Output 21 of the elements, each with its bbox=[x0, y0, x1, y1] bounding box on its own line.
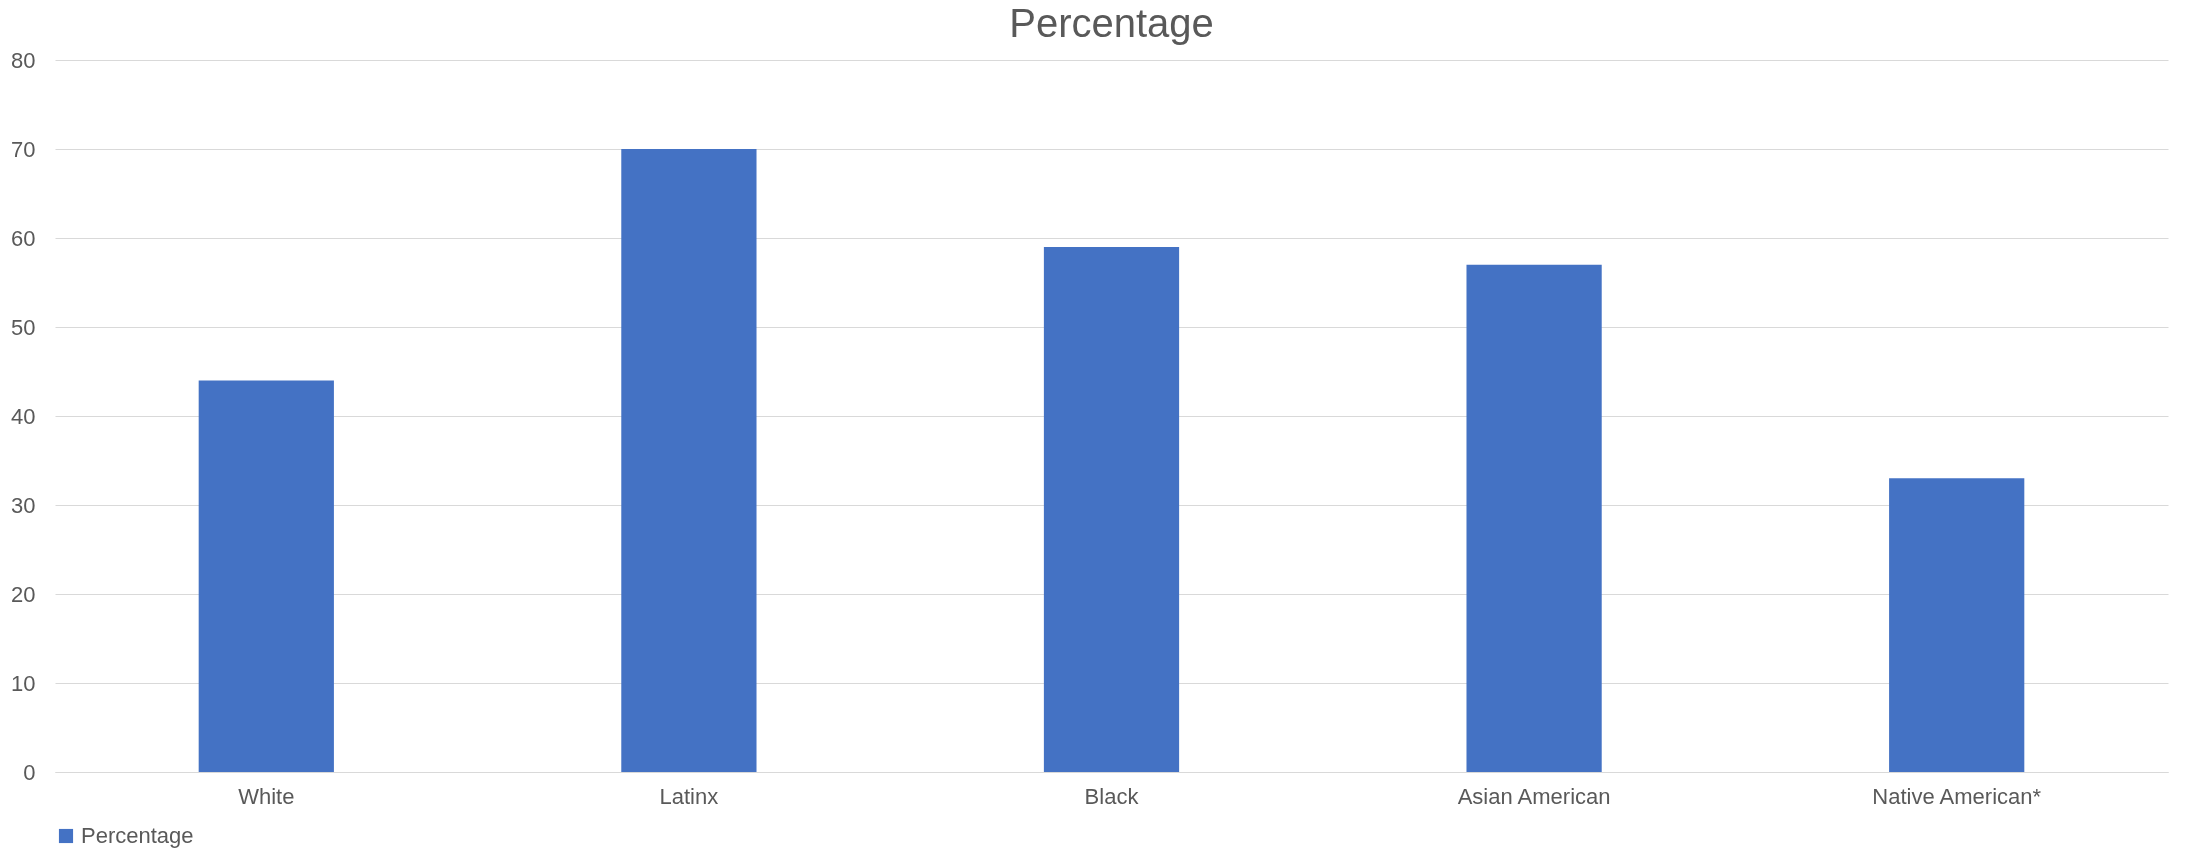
bar bbox=[1889, 478, 2025, 772]
bar bbox=[621, 149, 757, 772]
x-tick-label: Asian American bbox=[1457, 783, 1611, 809]
legend-label: Percentage bbox=[81, 823, 194, 848]
y-tick-label: 20 bbox=[11, 581, 36, 607]
bar bbox=[1043, 246, 1180, 772]
y-tick-label: 60 bbox=[11, 225, 36, 251]
y-tick-label: 0 bbox=[23, 759, 36, 785]
y-tick-label: 80 bbox=[11, 47, 36, 73]
x-tick-label: Black bbox=[1084, 783, 1140, 809]
y-tick-label: 70 bbox=[11, 136, 36, 162]
bar bbox=[198, 380, 334, 772]
y-tick-label: 10 bbox=[11, 670, 36, 696]
bar bbox=[1466, 264, 1602, 772]
x-tick-label: White bbox=[238, 783, 295, 809]
y-tick-label: 50 bbox=[11, 314, 36, 340]
x-tick-label: Latinx bbox=[659, 783, 719, 809]
y-tick-label: 30 bbox=[11, 492, 36, 518]
y-tick-label: 40 bbox=[11, 403, 36, 429]
chart-title: Percentage bbox=[1009, 1, 1214, 45]
x-tick-label: Native American* bbox=[1872, 783, 2042, 809]
